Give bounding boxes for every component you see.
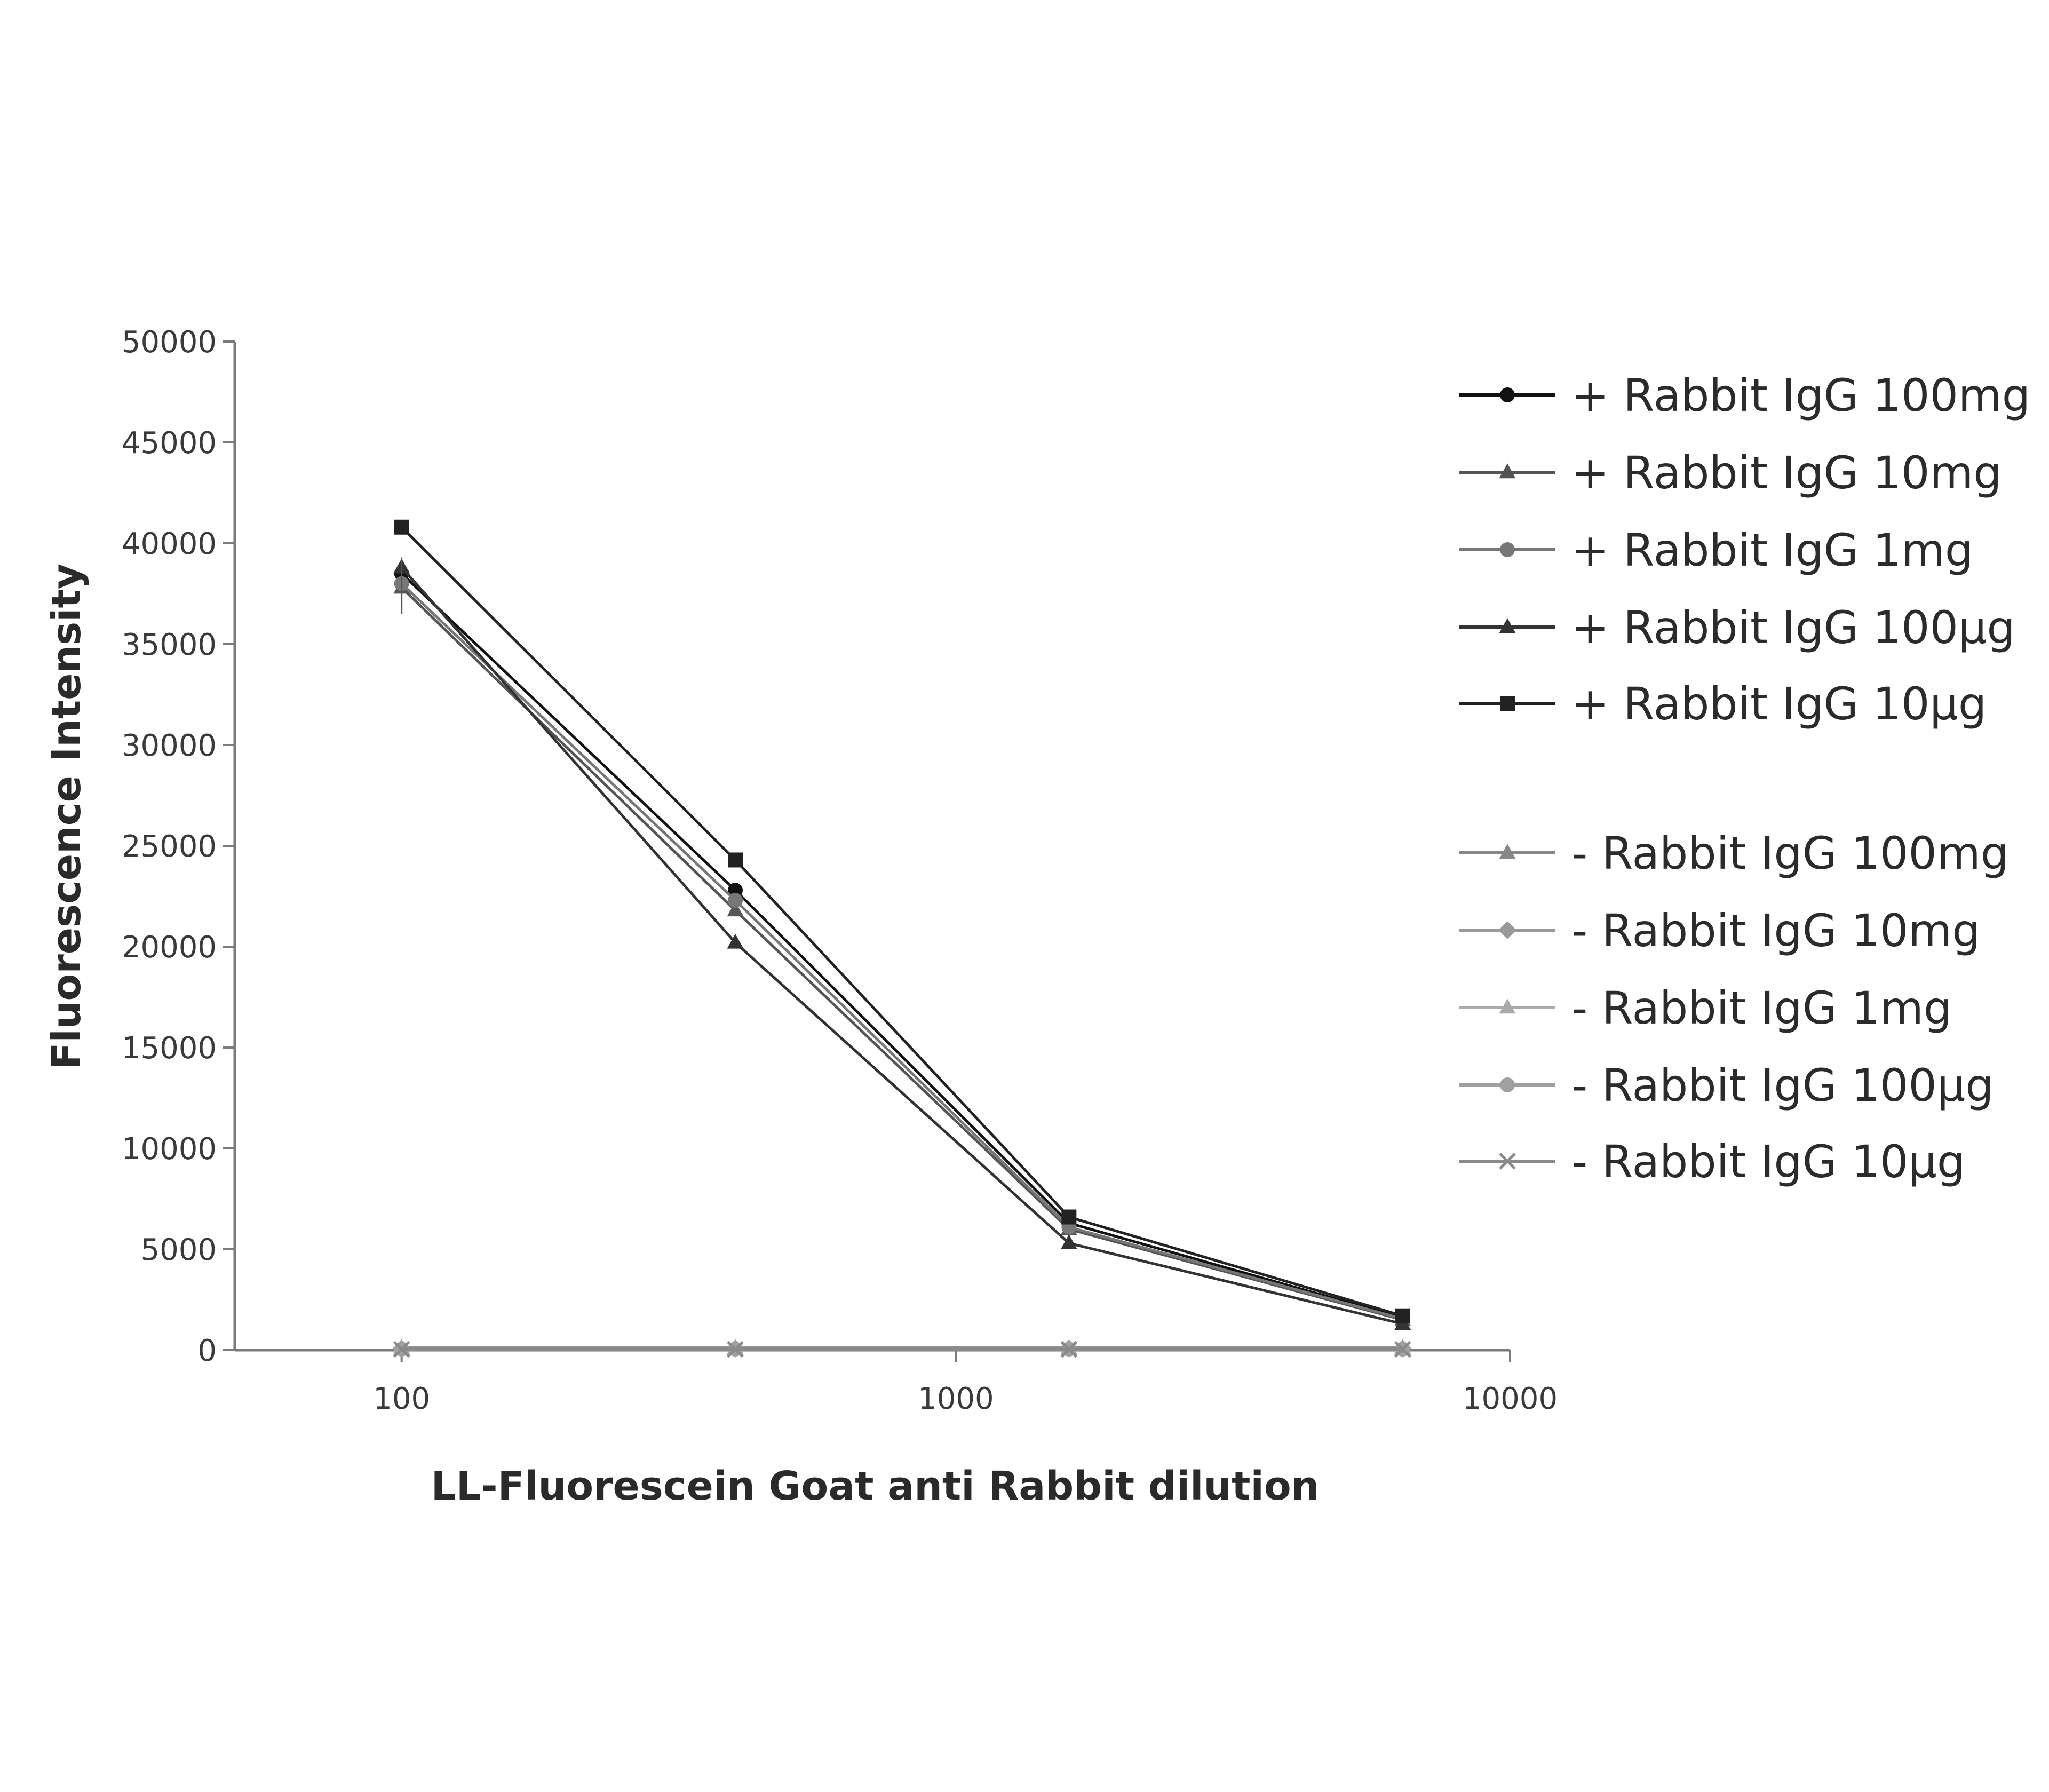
- legend-swatch-marker: [1500, 387, 1515, 402]
- data-point: [394, 519, 409, 535]
- x-tick-label: 1000: [918, 1382, 994, 1416]
- legend-swatch-marker: [1499, 844, 1516, 859]
- x-tick-label: 10000: [1463, 1382, 1558, 1416]
- data-point: [728, 852, 743, 868]
- legend-item-1: + Rabbit IgG 100mg: [1459, 369, 2030, 422]
- legend-item-7: - Rabbit IgG 10mg: [1459, 905, 1981, 957]
- y-tick-label: 5000: [140, 1233, 217, 1267]
- data-point: [1394, 1341, 1411, 1358]
- y-tick-label: 50000: [122, 325, 217, 360]
- y-tick-label: 15000: [122, 1031, 217, 1066]
- legend-swatch-marker: [1499, 618, 1516, 633]
- series-6: [393, 1339, 1411, 1354]
- legend-item-4: + Rabbit IgG 100µg: [1459, 601, 2015, 654]
- x-tick-label: 100: [373, 1382, 430, 1416]
- data-point: [727, 1341, 744, 1358]
- y-tick-label: 40000: [122, 527, 217, 561]
- y-tick-label: 25000: [122, 829, 217, 864]
- data-point: [727, 933, 744, 949]
- data-point: [727, 901, 744, 917]
- y-tick-label: 35000: [122, 628, 217, 662]
- series-line: [400, 566, 1403, 1326]
- series-3: [394, 576, 1410, 1327]
- legend-item-6: - Rabbit IgG 100mg: [1459, 827, 2009, 879]
- legend-item-8: - Rabbit IgG 1mg: [1459, 982, 1952, 1034]
- axes: 0 5000 10000 15000 20000 25000 30000 35000 40000…: [44, 325, 1558, 1509]
- y-tick-label: 0: [197, 1334, 217, 1368]
- marker-stroke: [727, 1341, 744, 1358]
- data-point: [1395, 1308, 1410, 1323]
- legend-item-9: - Rabbit IgG 100µg: [1459, 1059, 1994, 1112]
- series-5: [394, 519, 1410, 1323]
- legend-item-3: + Rabbit IgG 1mg: [1459, 524, 1973, 576]
- marker-stroke: [1060, 1341, 1078, 1358]
- legend-swatch-marker: [1500, 696, 1515, 711]
- series-line: [400, 586, 1403, 1321]
- legend-label: - Rabbit IgG 100µg: [1571, 1059, 1994, 1112]
- legend: + Rabbit IgG 100mg + Rabbit IgG 10mg + Rab…: [1459, 369, 2030, 1188]
- series-2: [393, 578, 1411, 1326]
- legend-label: + Rabbit IgG 10µg: [1571, 678, 1987, 730]
- legend-label: + Rabbit IgG 1mg: [1571, 524, 1973, 576]
- legend-swatch-marker: [1500, 1077, 1515, 1092]
- y-tick-label: 20000: [122, 930, 217, 965]
- x-axis-title: LL-Fluorescein Goat anti Rabbit dilution: [431, 1463, 1320, 1509]
- legend-label: - Rabbit IgG 10mg: [1571, 905, 1981, 957]
- data-point: [1060, 1341, 1078, 1358]
- legend-label: - Rabbit IgG 100mg: [1571, 827, 2009, 879]
- series-line: [400, 582, 1403, 1320]
- data-point: [1061, 1209, 1077, 1225]
- legend-item-10: - Rabbit IgG 10µg: [1459, 1136, 1965, 1188]
- y-tick-label: 10000: [122, 1132, 217, 1167]
- series-1: [394, 566, 1410, 1326]
- series-line: [400, 526, 1403, 1318]
- y-axis-title: Fluorescence Intensity: [44, 564, 90, 1069]
- y-tick-label: 30000: [122, 728, 217, 763]
- data-point: [1060, 1234, 1077, 1249]
- legend-label: - Rabbit IgG 1mg: [1571, 982, 1952, 1034]
- legend-label: - Rabbit IgG 10µg: [1571, 1136, 1965, 1188]
- legend-swatch-marker: [1500, 542, 1515, 557]
- legend-item-2: + Rabbit IgG 10mg: [1459, 447, 2002, 499]
- series-layer: [392, 519, 1412, 1358]
- data-point: [393, 1341, 410, 1358]
- legend-label: + Rabbit IgG 100mg: [1571, 369, 2030, 422]
- series-4: [393, 558, 1411, 1330]
- legend-swatch-marker: [1499, 998, 1516, 1014]
- series-line: [400, 572, 1403, 1319]
- legend-swatch-marker: [1498, 921, 1516, 939]
- legend-item-5: + Rabbit IgG 10µg: [1459, 678, 1987, 730]
- marker-stroke: [393, 1341, 410, 1358]
- y-tick-label: 45000: [122, 426, 217, 461]
- data-point: [728, 893, 743, 908]
- series-10: [393, 1341, 1411, 1358]
- marker-stroke: [1394, 1341, 1411, 1358]
- marker-stroke: [1499, 1153, 1516, 1170]
- legend-label: + Rabbit IgG 100µg: [1571, 601, 2015, 654]
- legend-swatch-marker: [1499, 1153, 1516, 1170]
- legend-label: + Rabbit IgG 10mg: [1571, 447, 2002, 499]
- legend-swatch-marker: [1499, 463, 1516, 479]
